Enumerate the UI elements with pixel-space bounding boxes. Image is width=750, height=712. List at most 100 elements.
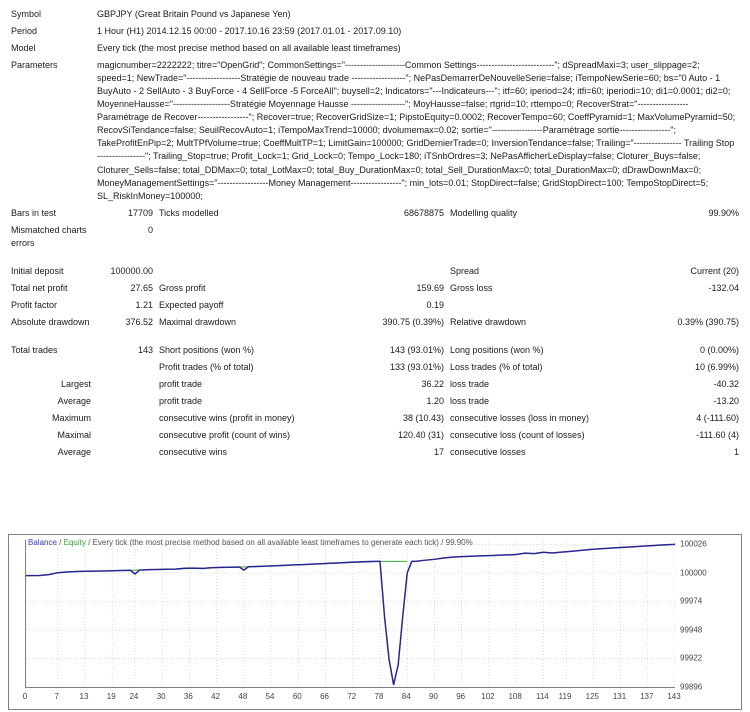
y-tick-label: 99974: [680, 596, 703, 606]
loss-trades-value: 10 (6.99%): [694, 362, 739, 373]
chart-y-axis-labels: 100026 100000 99974 99948 99922 99896: [680, 534, 740, 694]
max-consecutive-losses-value: 4 (-111.60): [696, 413, 739, 424]
spacer: [8, 252, 742, 263]
legend-balance: Balance: [28, 538, 57, 547]
row-maximum: Maximum consecutive wins (profit in mone…: [8, 410, 742, 427]
row-model: Model Every tick (the most precise metho…: [8, 40, 742, 57]
legend-separator-2: /: [88, 538, 91, 547]
loss-trades-label: Loss trades (% of total): [450, 362, 543, 373]
maximal-consecutive-profit-value: 120.40 (31): [397, 430, 444, 441]
expected-payoff-value: 0.19: [426, 299, 444, 310]
total-net-profit-label: Total net profit: [11, 282, 68, 293]
x-tick-label: 131: [612, 692, 627, 701]
mismatched-charts-errors-label: Mismatched charts errors: [11, 224, 87, 248]
row-average-consecutive: Average consecutive wins 17 consecutive …: [8, 444, 742, 461]
max-consecutive-wins-value: 38 (10.43): [402, 413, 444, 424]
absolute-drawdown-value: 376.52: [125, 316, 153, 327]
x-tick-label: 90: [429, 692, 438, 701]
total-trades-label: Total trades: [11, 344, 58, 355]
y-tick-label: 99948: [680, 625, 703, 635]
row-largest: Largest profit trade 36.22 loss trade -4…: [8, 376, 742, 393]
x-tick-label: 66: [320, 692, 329, 701]
x-tick-label: 125: [585, 692, 599, 701]
average2-label: Average: [57, 447, 91, 458]
average-label: Average: [57, 396, 91, 407]
x-tick-label: 19: [106, 692, 116, 701]
x-tick-label: 48: [238, 692, 248, 701]
row-average: Average profit trade 1.20 loss trade -13…: [8, 393, 742, 410]
profit-factor-label: Profit factor: [11, 299, 58, 310]
x-tick-label: 7: [54, 692, 59, 701]
avg-consecutive-wins-label: consecutive wins: [159, 447, 228, 458]
max-consecutive-losses-label: consecutive losses (loss in money): [450, 413, 590, 424]
row-profit-factor: Profit factor 1.21 Expected payoff 0.19: [8, 297, 742, 314]
maximal-consecutive-loss-label: consecutive loss (count of losses): [450, 430, 585, 441]
parameters-value: magicnumber=2222222; titre="OpenGrid"; C…: [97, 60, 736, 201]
absolute-drawdown-label: Absolute drawdown: [11, 316, 90, 327]
largest-label: Largest: [60, 379, 91, 390]
x-tick-label: 0: [22, 692, 28, 701]
bars-in-test-label: Bars in test: [11, 207, 57, 218]
chart-legend: Balance / Equity / Every tick (the most …: [28, 538, 473, 547]
spread-label: Spread: [450, 265, 480, 276]
symbol-label: Symbol: [11, 9, 42, 19]
x-tick-label: 36: [183, 692, 193, 701]
y-tick-label: 100000: [680, 568, 707, 578]
parameters-label: Parameters: [11, 60, 58, 71]
maximal-drawdown-label: Maximal drawdown: [159, 316, 237, 327]
maximal-consecutive-profit-label: consecutive profit (count of wins): [159, 430, 291, 441]
short-positions-label: Short positions (won %): [159, 344, 255, 355]
gross-loss-label: Gross loss: [450, 282, 493, 293]
y-tick-label: 100026: [680, 539, 707, 549]
x-tick-label: 108: [508, 692, 522, 701]
row-maximal: Maximal consecutive profit (count of win…: [8, 427, 742, 444]
legend-separator-1: /: [59, 538, 62, 547]
maximal-label: Maximal: [57, 430, 91, 441]
x-tick-label: 102: [481, 692, 495, 701]
x-tick-label: 72: [347, 692, 357, 701]
maximal-drawdown-value: 390.75 (0.39%): [382, 316, 444, 327]
model-label: Model: [11, 43, 36, 54]
relative-drawdown-value: 0.39% (390.75): [677, 316, 739, 327]
x-tick-label: 60: [292, 692, 302, 701]
report-table: Symbol GBPJPY (Great Britain Pound vs Ja…: [8, 6, 742, 461]
modelling-quality-label: Modelling quality: [450, 207, 518, 218]
expected-payoff-label: Expected payoff: [159, 299, 224, 310]
average-loss-trade-value: -13.20: [713, 396, 739, 407]
gross-loss-value: -132.04: [708, 282, 739, 293]
avg-consecutive-losses-label: consecutive losses: [450, 447, 526, 458]
largest-profit-trade-label: profit trade: [159, 379, 203, 390]
row-period: Period 1 Hour (H1) 2014.12.15 00:00 - 20…: [8, 23, 742, 40]
avg-consecutive-losses-value: 1: [733, 447, 739, 458]
row-total-trades: Total trades 143 Short positions (won %)…: [8, 342, 742, 359]
x-tick-label: 54: [265, 692, 275, 701]
legend-equity: Equity: [63, 538, 86, 547]
largest-loss-trade-label: loss trade: [450, 379, 490, 390]
average-loss-trade-label: loss trade: [450, 396, 490, 407]
mismatched-charts-errors-value: 0: [147, 224, 153, 235]
period-label: Period: [11, 26, 38, 37]
initial-deposit-value: 100000.00: [110, 265, 153, 276]
chart-series-balance: [26, 543, 675, 685]
x-tick-label: 137: [640, 692, 654, 701]
row-profit-trades: Profit trades (% of total) 133 (93.01%) …: [8, 359, 742, 376]
largest-loss-trade-value: -40.32: [713, 379, 739, 390]
chart-plot-area: [25, 540, 675, 688]
ticks-modelled-value: 68678875: [403, 207, 444, 218]
x-tick-label: 114: [535, 692, 549, 701]
max-consecutive-wins-label: consecutive wins (profit in money): [159, 413, 295, 424]
profit-factor-value: 1.21: [135, 299, 153, 310]
relative-drawdown-label: Relative drawdown: [450, 316, 527, 327]
row-absolute-drawdown: Absolute drawdown 376.52 Maximal drawdow…: [8, 314, 742, 331]
ticks-modelled-label: Ticks modelled: [159, 207, 219, 218]
row-bars-in-test: Bars in test 17709 Ticks modelled 686788…: [8, 205, 742, 222]
balance-equity-chart: Balance / Equity / Every tick (the most …: [8, 534, 742, 710]
x-tick-label: 78: [374, 692, 384, 701]
chart-canvas: [26, 540, 675, 687]
row-symbol: Symbol GBPJPY (Great Britain Pound vs Ja…: [8, 6, 742, 23]
long-positions-value: 0 (0.00%): [699, 344, 739, 355]
bars-in-test-value: 17709: [127, 207, 153, 218]
long-positions-label: Long positions (won %): [450, 344, 544, 355]
average-profit-trade-label: profit trade: [159, 396, 203, 407]
maximum-label: Maximum: [51, 413, 91, 424]
